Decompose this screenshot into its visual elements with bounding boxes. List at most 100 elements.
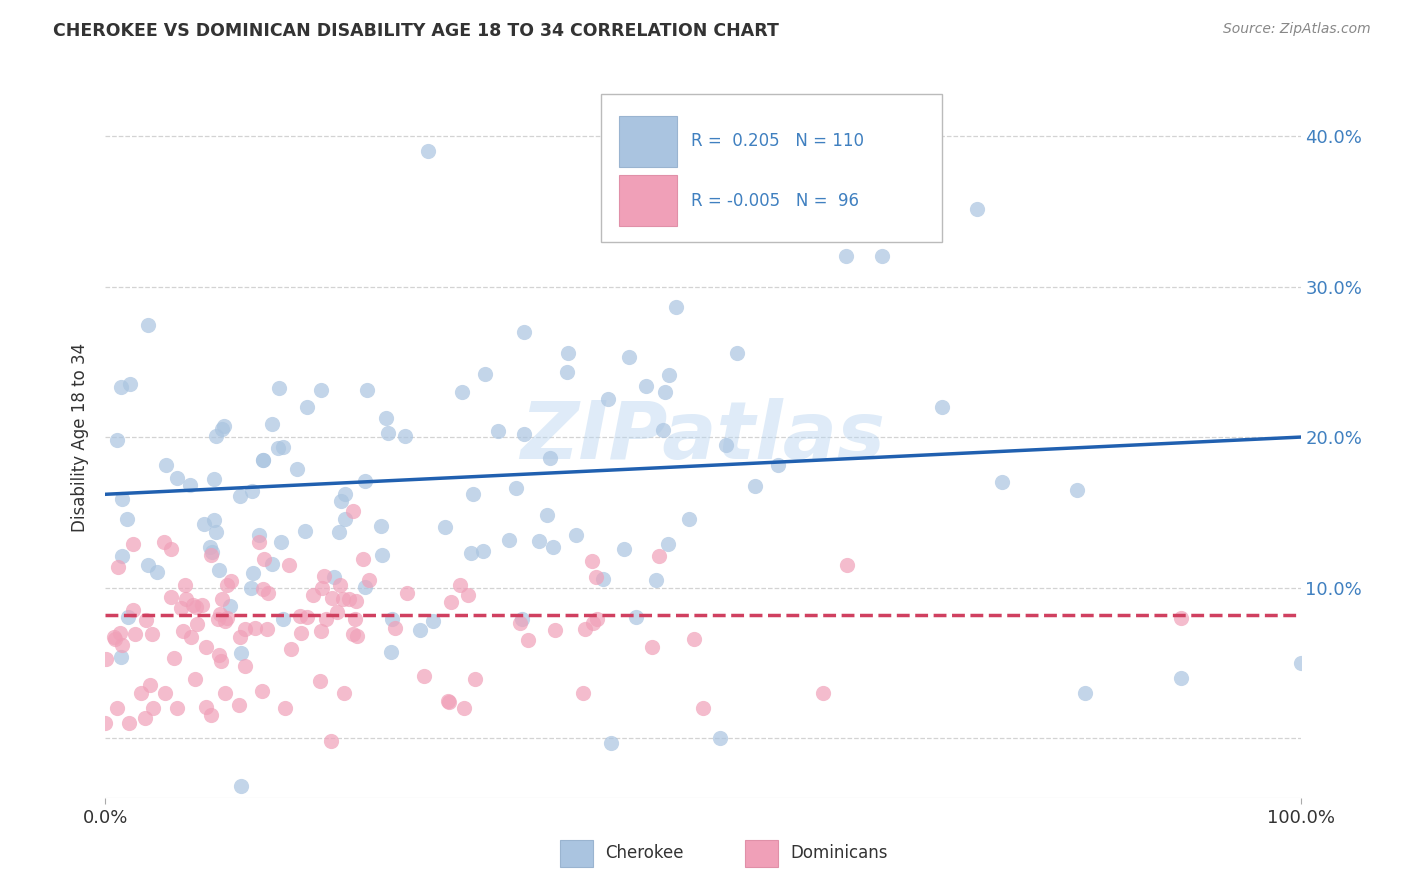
Point [250, 684, 273, 698]
Point [219, 599, 242, 613]
Point [273, 440, 295, 454]
Point [449, 577, 471, 591]
Point [600, 736, 623, 750]
Point [692, 701, 714, 715]
Point [418, 144, 440, 158]
Point [321, 591, 343, 606]
Bar [619, 116, 676, 167]
Point [240, 483, 263, 498]
Point [617, 351, 640, 365]
Point [333, 512, 356, 526]
Point [540, 450, 562, 465]
Point [277, 558, 299, 573]
Point [377, 426, 399, 441]
Point [163, 651, 186, 665]
Point [498, 533, 520, 547]
Point [111, 638, 134, 652]
Point [122, 603, 145, 617]
Point [294, 524, 316, 539]
Point [343, 612, 366, 626]
Point [184, 672, 207, 686]
Point [141, 626, 163, 640]
Point [585, 570, 607, 584]
Point [108, 625, 131, 640]
Point [297, 401, 319, 415]
Point [436, 694, 458, 708]
Point [252, 452, 274, 467]
Point [252, 453, 274, 467]
Point [198, 540, 221, 554]
Point [135, 613, 157, 627]
Point [451, 384, 474, 399]
Point [211, 422, 233, 436]
Point [200, 548, 222, 562]
Point [136, 318, 159, 333]
Point [139, 678, 162, 692]
Point [352, 552, 374, 566]
Point [190, 598, 212, 612]
Point [613, 541, 636, 556]
Point [440, 595, 463, 609]
Point [115, 512, 138, 526]
Point [166, 470, 188, 484]
Point [346, 629, 368, 643]
Point [641, 640, 664, 655]
Point [302, 588, 325, 602]
Point [709, 731, 731, 745]
Point [193, 516, 215, 531]
Point [247, 535, 270, 549]
Point [270, 534, 292, 549]
Point [585, 612, 607, 626]
Point [181, 598, 204, 612]
Point [212, 418, 235, 433]
Point [381, 612, 404, 626]
Bar [619, 175, 676, 226]
Point [204, 429, 226, 443]
Point [117, 610, 139, 624]
Point [872, 249, 894, 264]
Point [384, 621, 406, 635]
Point [256, 622, 278, 636]
Point [380, 645, 402, 659]
Point [321, 733, 343, 747]
Point [153, 686, 177, 700]
Point [111, 549, 134, 563]
Point [214, 614, 236, 628]
Point [252, 551, 274, 566]
Point [311, 383, 333, 397]
Text: R = -0.005   N =  96: R = -0.005 N = 96 [692, 192, 859, 210]
Point [337, 592, 360, 607]
Point [536, 508, 558, 523]
Point [155, 458, 177, 472]
Point [233, 659, 256, 673]
Point [280, 642, 302, 657]
Point [572, 686, 595, 700]
Text: R =  0.205   N = 110: R = 0.205 N = 110 [692, 132, 865, 150]
Point [314, 569, 336, 583]
Point [201, 544, 224, 558]
Point [1074, 686, 1097, 700]
Point [94, 716, 117, 731]
Point [209, 607, 232, 622]
Text: Source: ZipAtlas.com: Source: ZipAtlas.com [1223, 22, 1371, 37]
Point [323, 570, 346, 584]
Point [1170, 671, 1192, 685]
Point [96, 652, 118, 666]
Point [557, 345, 579, 359]
Point [107, 560, 129, 574]
Point [678, 511, 700, 525]
Point [134, 711, 156, 725]
Point [202, 513, 225, 527]
Point [295, 609, 318, 624]
Point [260, 558, 283, 572]
Point [252, 582, 274, 596]
Point [422, 614, 444, 628]
Point [434, 520, 457, 534]
Point [396, 585, 419, 599]
Point [332, 592, 354, 607]
Point [574, 622, 596, 636]
Point [505, 481, 527, 495]
Point [329, 494, 352, 508]
Point [172, 624, 194, 639]
Point [328, 525, 350, 540]
